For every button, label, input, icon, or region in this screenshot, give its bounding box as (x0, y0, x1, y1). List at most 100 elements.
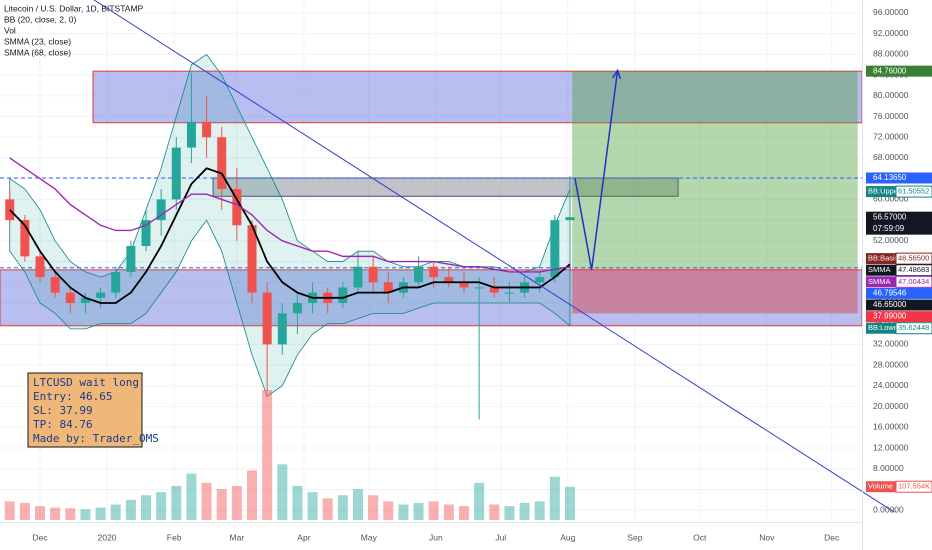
y-tick-label: 20.00000 (873, 401, 909, 411)
y-tick-label: 96.00000 (873, 7, 909, 17)
price-label-name: SMMA (868, 277, 891, 286)
candle-body (353, 266, 363, 288)
note-line: Made by: Trader_OMS (33, 432, 159, 445)
candle-body (504, 292, 514, 294)
volume-bar (80, 509, 91, 520)
price-label: SMMA 47.48683 (866, 264, 932, 277)
trend-line (93, 0, 895, 513)
zone (212, 177, 679, 197)
x-tick-label: Jul (495, 532, 506, 542)
candle-body (338, 287, 348, 303)
candle-body (96, 292, 106, 298)
price-label-bg (895, 264, 932, 277)
plot (0, 0, 895, 520)
volume-bar (443, 504, 454, 520)
price-label-bg (866, 287, 932, 299)
volume-bar (65, 508, 76, 520)
zone (0, 269, 863, 327)
volume-bar (428, 501, 439, 520)
y-tick-label: 80.00000 (873, 90, 909, 100)
price-label-value: 84.76000 (873, 66, 907, 75)
x-tick-label: Dec (824, 532, 840, 542)
price-label-bg (895, 185, 932, 198)
volume-label-value: 107.554K (898, 482, 930, 491)
price-label: 56.57000 07:59:09 (866, 211, 932, 235)
price-label-value: 46.65000 (873, 300, 907, 309)
price-label: 37.99000 (866, 311, 932, 323)
candle-body (65, 292, 75, 303)
y-tick-label: 68.00000 (873, 152, 909, 162)
volume-bar (262, 390, 273, 520)
volume-label-bg (895, 480, 932, 493)
volume-bar (413, 502, 424, 520)
candle-body (171, 147, 181, 200)
legend-entry: SMMA (68, close) (4, 47, 71, 57)
note-box (27, 372, 143, 448)
price-label-name: BB:Upper (868, 187, 901, 196)
price-label-value: 64.13650 (873, 173, 907, 182)
candle-body (277, 313, 287, 345)
volume-bar (216, 489, 227, 520)
legend-entry: BB (20, close, 2, 0) (4, 14, 76, 24)
volume-bar (489, 504, 500, 520)
price-label-value: 47.48683 (898, 265, 929, 274)
smma-line (9, 167, 571, 304)
price-label-value: 46.79546 (873, 289, 907, 298)
volume-bar (549, 476, 560, 520)
price-label-name-bg (866, 186, 896, 198)
x-tick-label: Sep (627, 532, 642, 542)
volume-bar (337, 495, 348, 520)
y-tick-label: 72.00000 (873, 132, 909, 142)
price-label: 46.79546 (866, 287, 932, 299)
price-label: BB:Basis 48.56500 (866, 252, 932, 265)
price-label: 64.13650 (866, 172, 932, 184)
candle-body (459, 282, 469, 288)
y-tick-label: 76.00000 (873, 111, 909, 121)
candle-body (368, 266, 378, 283)
x-tick-label: Aug (560, 532, 575, 542)
volume-bar (504, 506, 515, 520)
volume-bar (186, 473, 197, 520)
volume-bar (201, 482, 212, 520)
price-label-name-bg (866, 322, 896, 334)
price-label-bg (866, 65, 932, 77)
forecast-arrow (574, 70, 619, 270)
note-line: LTCUSD wait long (33, 376, 139, 389)
price-label-value: 35.62448 (898, 323, 929, 332)
volume-bar (277, 464, 288, 520)
take-profit-zone (572, 71, 858, 269)
candle-body (489, 287, 499, 293)
candle-body (217, 137, 227, 190)
candle-body (186, 121, 196, 148)
volume-bar (352, 489, 363, 520)
y-tick-label: 32.00000 (873, 339, 909, 349)
price-label-bg (895, 322, 932, 335)
price-label-name-bg (866, 276, 896, 288)
price-label-name-bg (866, 264, 896, 276)
x-tick-label: Oct (693, 532, 707, 542)
volume-bar (171, 485, 182, 520)
volume-bar (231, 485, 242, 520)
candle-body (535, 277, 545, 283)
volume-bar (458, 506, 469, 520)
volume-bar (125, 499, 136, 520)
price-label-bg (866, 299, 932, 311)
price-label-name-bg (866, 253, 896, 265)
price-label: SMMA 47.00434 (866, 275, 932, 288)
candle-body (50, 277, 60, 293)
price-label-value: 48.56500 (898, 254, 929, 263)
price-label-bg (866, 311, 932, 323)
x-tick-label: Nov (759, 532, 775, 542)
x-tick-label: Mar (230, 532, 245, 542)
price-label-bg (895, 252, 932, 265)
y-tick-label: 88.00000 (873, 49, 909, 59)
candle-body (141, 220, 151, 247)
candle-body (20, 220, 30, 257)
candle-body (80, 297, 90, 303)
price-label-name: BB:Basis (868, 254, 899, 263)
candle-body (262, 292, 272, 345)
